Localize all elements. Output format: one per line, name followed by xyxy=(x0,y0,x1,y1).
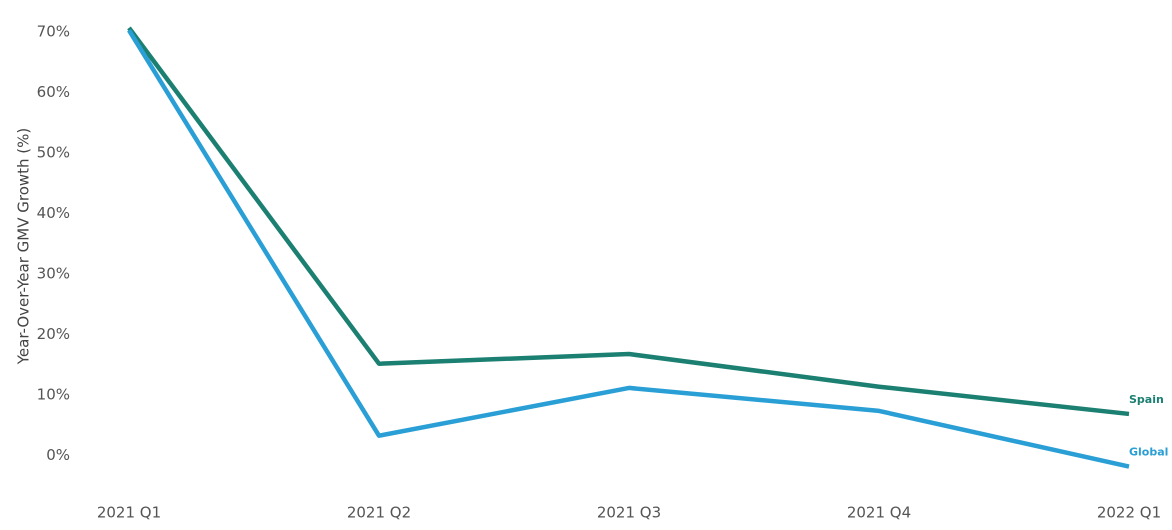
x-tick-label: 2021 Q3 xyxy=(597,504,661,522)
y-axis-label: Year-Over-Year GMV Growth (%) xyxy=(15,128,33,366)
series-line xyxy=(127,26,1130,417)
y-tick-label: 40% xyxy=(37,204,70,222)
series-label: Spain xyxy=(1129,393,1164,406)
x-tick-label: 2022 Q1 xyxy=(1097,504,1161,522)
y-tick-label: 20% xyxy=(37,325,70,343)
y-tick-label: 70% xyxy=(37,23,70,41)
y-tick-label: 30% xyxy=(37,265,70,283)
x-tick-label: 2021 Q2 xyxy=(347,504,411,522)
x-tick-label: 2021 Q1 xyxy=(97,504,161,522)
series-line xyxy=(127,29,1130,469)
y-tick-label: 10% xyxy=(37,386,70,404)
y-tick-label: 60% xyxy=(37,83,70,101)
series-label: Global xyxy=(1129,446,1168,459)
y-tick-label: 0% xyxy=(46,446,70,464)
x-tick-label: 2021 Q4 xyxy=(847,504,911,522)
y-tick-label: 50% xyxy=(37,144,70,162)
